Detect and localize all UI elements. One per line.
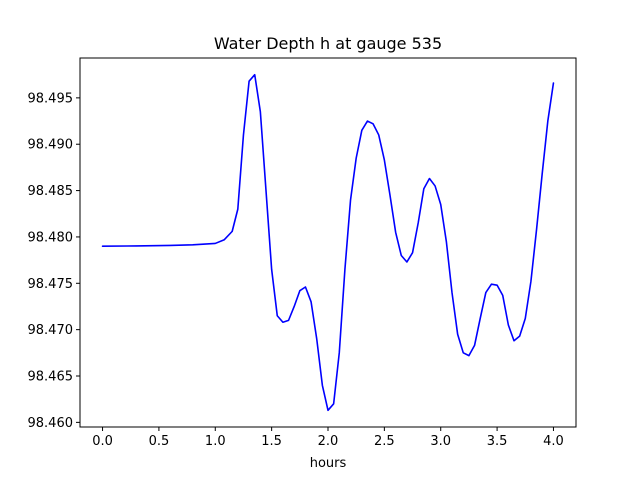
y-tick-label: 98.465 [28,370,74,385]
x-tick-label: 3.0 [430,434,451,449]
x-tick-label: 0.5 [149,434,170,449]
y-tick-label: 98.475 [28,277,74,292]
x-tick-label: 0.0 [92,434,113,449]
y-tick-label: 98.470 [28,323,74,338]
y-tick-label: 98.485 [28,184,74,199]
x-tick-label: 2.0 [318,434,339,449]
x-tick-label: 1.5 [261,434,282,449]
chart-title: Water Depth h at gauge 535 [214,34,442,53]
x-axis-label: hours [310,456,347,471]
plot-area: 0.0 0.5 1.0 1.5 2.0 2.5 3.0 3.5 4.0 98.460 98.465 9… [28,57,577,449]
x-tick-label: 3.5 [487,434,508,449]
x-tick-label: 4.0 [543,434,564,449]
y-tick-label: 98.495 [28,91,74,106]
series-line-0 [101,73,555,412]
y-tick-label: 98.480 [28,230,74,245]
y-tick-label: 98.460 [28,416,74,431]
y-tick-label: 98.490 [28,138,74,153]
x-tick-label: 2.5 [374,434,395,449]
x-tick-label: 1.0 [205,434,226,449]
